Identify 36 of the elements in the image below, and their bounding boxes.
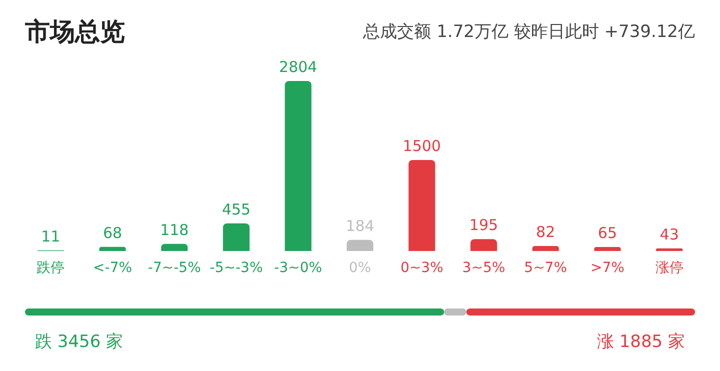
- data-label: 82: [536, 223, 556, 242]
- x-tick-label: 5~7%: [524, 260, 568, 276]
- data-label: 68: [102, 224, 122, 242]
- data-label: 195: [469, 216, 498, 234]
- bar: [656, 248, 683, 251]
- data-label: 43: [660, 225, 679, 244]
- text: 总成交额 1.72万亿 较昨日此时 +739.12亿: [362, 22, 695, 42]
- bar: [284, 81, 312, 251]
- bar: [532, 246, 559, 251]
- data-label: 65: [598, 224, 618, 242]
- text: 涨 1885 家: [596, 332, 685, 352]
- data-label: 1500: [402, 137, 441, 156]
- chart-title: 市场总览: [24, 17, 125, 46]
- bar: [408, 160, 436, 251]
- data-label: 455: [222, 200, 251, 218]
- data-label: 118: [160, 220, 189, 239]
- x-tick-label: <-7%: [93, 260, 132, 276]
- data-label: 11: [41, 227, 60, 246]
- x-tick-label: >7%: [590, 260, 624, 276]
- bar: [99, 246, 126, 251]
- bar: [222, 223, 250, 251]
- x-tick-label: 跌停: [36, 260, 65, 276]
- x-tick-label: 0~3%: [400, 260, 444, 276]
- x-tick-label: -7~-5%: [148, 260, 201, 276]
- x-tick-label: 涨停: [655, 260, 684, 276]
- x-tick-label: 3~5%: [462, 260, 506, 276]
- text: 跌 3456 家: [35, 332, 124, 352]
- bar: [594, 247, 621, 251]
- x-tick-label: 0%: [348, 260, 372, 276]
- bar: [161, 244, 188, 251]
- bar: [470, 239, 498, 251]
- data-label: 184: [346, 216, 374, 235]
- x-tick-label: -5~-3%: [210, 260, 263, 276]
- bar: [346, 240, 374, 251]
- data-label: 2804: [279, 58, 318, 76]
- x-tick-label: -3~0%: [274, 260, 322, 276]
